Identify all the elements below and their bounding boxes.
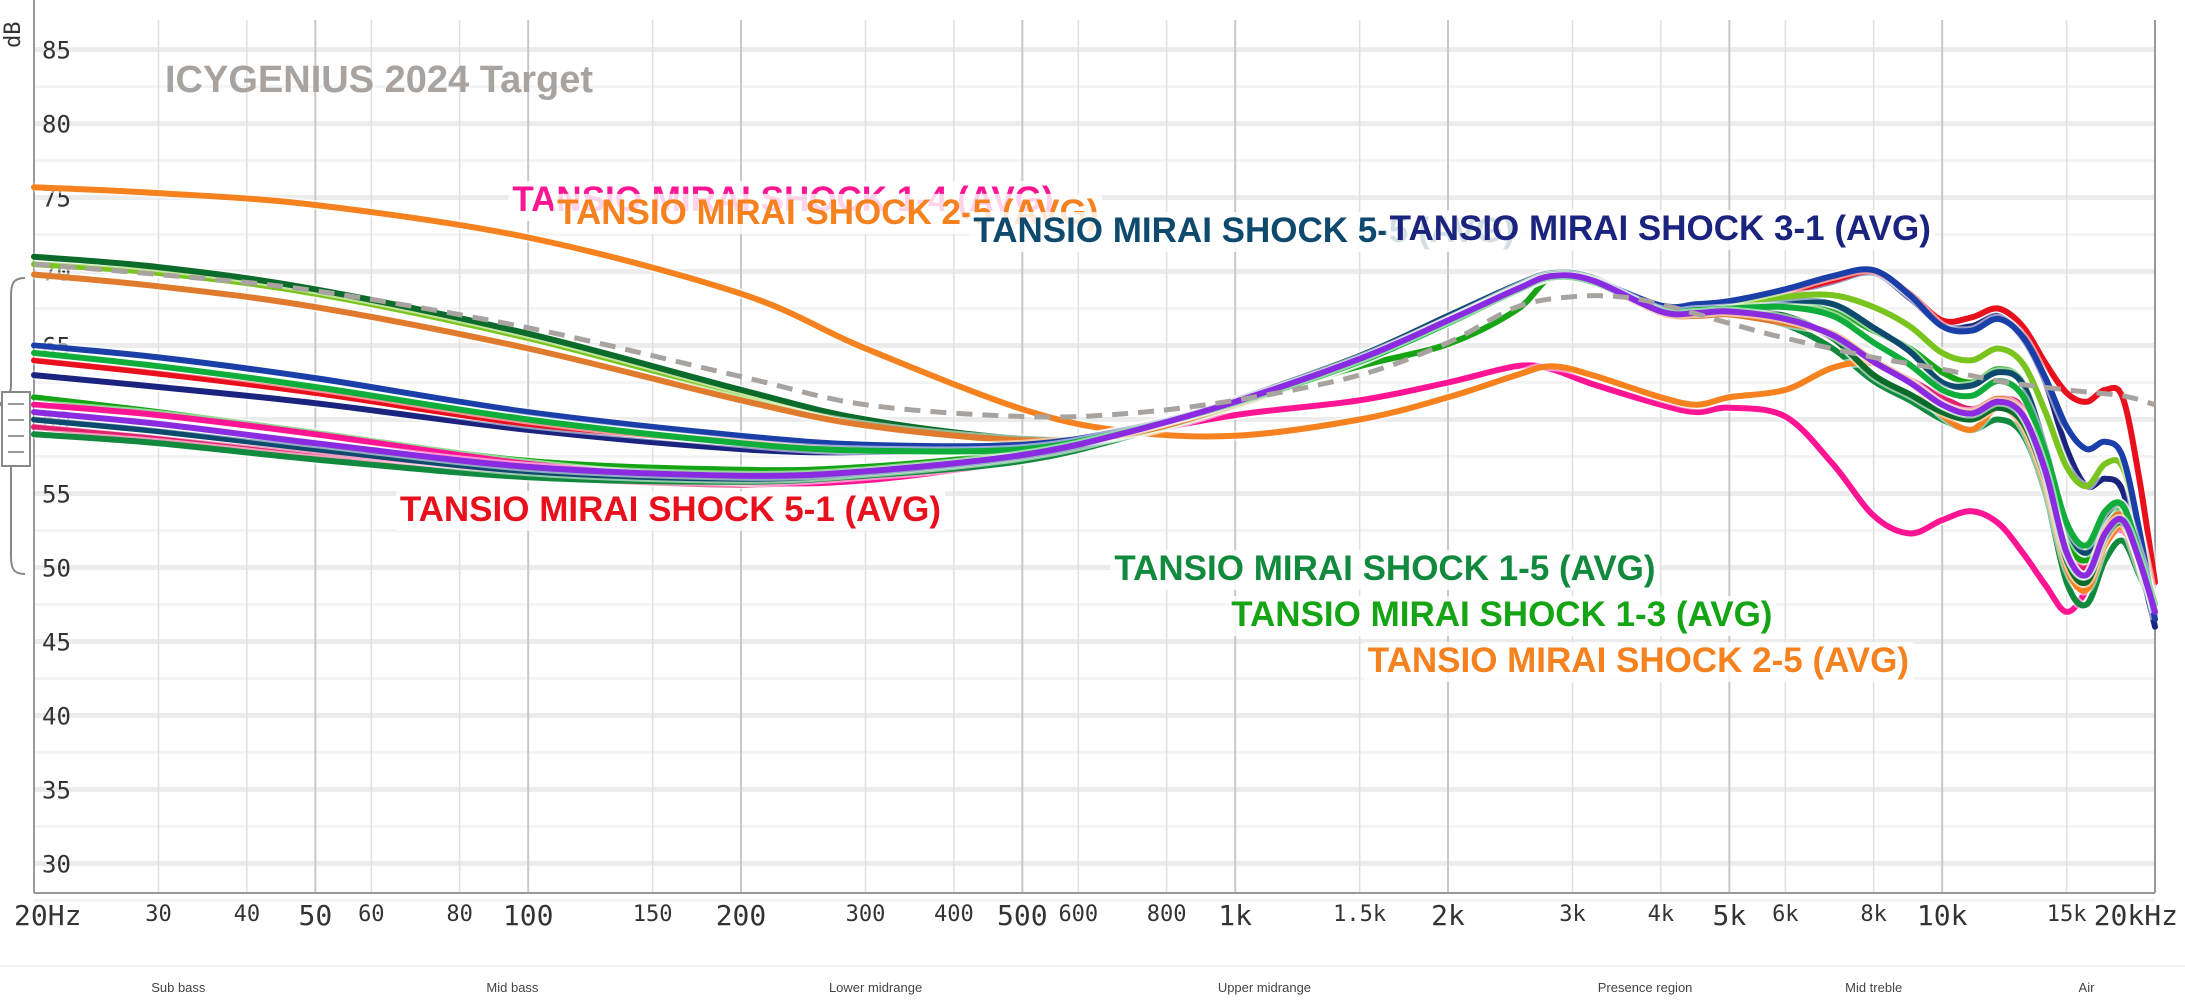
series-label-text[interactable]: TANSIO MIRAI SHOCK 3-1 (AVG) bbox=[1390, 209, 1931, 248]
x-tick-label-150: 150 bbox=[633, 902, 673, 927]
x-tick-label-100: 100 bbox=[503, 899, 554, 932]
series-label-5[interactable]: TANSIO MIRAI SHOCK 5-1 (AVG) bbox=[395, 490, 946, 531]
x-tick-label-300: 300 bbox=[846, 902, 886, 927]
x-tick-label-1k: 1k bbox=[1218, 899, 1252, 932]
target-name-label: ICYGENIUS 2024 Target bbox=[165, 59, 593, 101]
grid bbox=[34, 20, 2155, 902]
band-label: Air bbox=[2079, 980, 2096, 995]
x-tick-label-600: 600 bbox=[1058, 902, 1098, 927]
series-curve-14[interactable] bbox=[31, 270, 2160, 615]
y-tick-label-50: 50 bbox=[42, 554, 71, 582]
y-tick-label-30: 30 bbox=[42, 850, 71, 878]
x-tick-label-10k: 10k bbox=[1917, 899, 1968, 932]
x-tick-label-500: 500 bbox=[997, 899, 1048, 932]
series-label-backdrop bbox=[1385, 210, 1935, 251]
x-tick-label-400: 400 bbox=[934, 902, 974, 927]
series-label-8[interactable]: TANSIO MIRAI SHOCK 2-5 (AVG) bbox=[1363, 641, 1914, 683]
band-label: Lower midrange bbox=[829, 980, 922, 995]
series-label-backdrop bbox=[1227, 596, 1777, 637]
measurement-curves[interactable] bbox=[31, 182, 2160, 630]
frequency-band-labels: Sub bass Mid bass Lower midrange Upper midr… bbox=[151, 980, 2095, 995]
axes: dB bbox=[0, 0, 2185, 967]
x-tick-label-8k: 8k bbox=[1860, 902, 1887, 927]
y-tick-label-80: 80 bbox=[42, 111, 71, 139]
drag-handle-bracket[interactable] bbox=[0, 277, 26, 575]
band-label: Mid treble bbox=[1845, 980, 1902, 995]
series-label-text[interactable]: TANSIO MIRAI SHOCK 2-5 (AVG) bbox=[1368, 641, 1909, 680]
band-label: Mid bass bbox=[486, 980, 539, 995]
band-label: Sub bass bbox=[151, 980, 206, 995]
x-tick-label-3k: 3k bbox=[1559, 902, 1586, 927]
series-label-backdrop bbox=[1363, 642, 1914, 683]
x-tick-label-1.5k: 1.5k bbox=[1333, 902, 1386, 927]
x-tick-label-20Hz: 20Hz bbox=[14, 899, 81, 932]
x-tick-label-20kHz: 20kHz bbox=[2094, 899, 2178, 932]
series-label-backdrop bbox=[395, 490, 946, 531]
x-tick-label-30: 30 bbox=[145, 902, 172, 927]
series-label-7[interactable]: TANSIO MIRAI SHOCK 1-3 (AVG) bbox=[1227, 595, 1777, 637]
series-label-text[interactable]: TANSIO MIRAI SHOCK 1-3 (AVG) bbox=[1231, 595, 1772, 634]
target-curve-line bbox=[33, 261, 2156, 420]
series-label-6[interactable]: TANSIO MIRAI SHOCK 1-5 (AVG) bbox=[1110, 549, 1660, 591]
y-tick-label-55: 55 bbox=[42, 480, 71, 508]
x-tick-label-40: 40 bbox=[234, 902, 261, 927]
band-label: Presence region bbox=[1598, 980, 1693, 995]
series-label-text[interactable]: TANSIO MIRAI SHOCK 1-5 (AVG) bbox=[1114, 549, 1655, 588]
y-axis-unit-label: dB bbox=[1, 22, 26, 49]
y-tick-label-40: 40 bbox=[42, 702, 71, 730]
x-tick-label-6k: 6k bbox=[1772, 902, 1799, 927]
band-label: Upper midrange bbox=[1218, 980, 1311, 995]
x-tick-label-80: 80 bbox=[446, 902, 473, 927]
x-tick-labels: 20Hz 30 40 50 60 80 100 150 200 300 400 500 600 800 1k… bbox=[14, 899, 2178, 932]
series-label-backdrop bbox=[1110, 550, 1660, 591]
x-tick-label-50: 50 bbox=[298, 899, 332, 932]
x-tick-label-800: 800 bbox=[1147, 902, 1187, 927]
series-label-4[interactable]: TANSIO MIRAI SHOCK 3-1 (AVG) bbox=[1385, 209, 1935, 251]
y-tick-label-85: 85 bbox=[42, 37, 71, 65]
y-tick-label-35: 35 bbox=[42, 776, 71, 804]
x-tick-label-5k: 5k bbox=[1712, 899, 1746, 932]
series-labels[interactable]: TANSIO MIRAI SHOCK 1-4 (AVG)TANSIO MIRAI… bbox=[395, 180, 1935, 683]
x-tick-label-4k: 4k bbox=[1648, 902, 1675, 927]
series-label-text[interactable]: TANSIO MIRAI SHOCK 5-1 (AVG) bbox=[400, 490, 941, 529]
x-tick-label-200: 200 bbox=[716, 899, 767, 932]
x-tick-label-2k: 2k bbox=[1431, 899, 1465, 932]
target-curve bbox=[33, 261, 2156, 420]
x-tick-label-15k: 15k bbox=[2047, 902, 2087, 927]
x-tick-label-60: 60 bbox=[358, 902, 385, 927]
series-curve-line[interactable] bbox=[31, 272, 2158, 615]
y-tick-label-45: 45 bbox=[42, 628, 71, 656]
y-scale-drag-handle[interactable] bbox=[0, 277, 31, 575]
